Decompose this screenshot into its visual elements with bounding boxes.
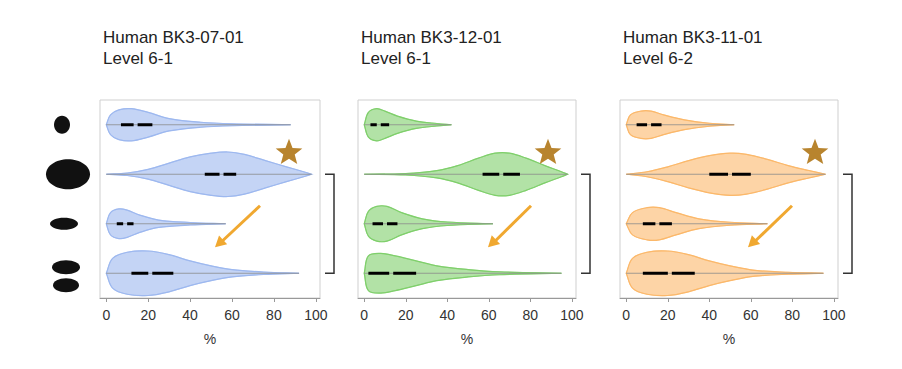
svg-text:Human BK3-07-01: Human BK3-07-01 [103,28,244,47]
svg-text:%: % [204,331,216,347]
svg-text:Human BK3-11-01: Human BK3-11-01 [623,28,763,47]
svg-text:100: 100 [560,307,584,323]
svg-text:100: 100 [304,307,328,323]
svg-text:80: 80 [266,307,282,323]
svg-text:60: 60 [743,307,759,323]
svg-text:80: 80 [785,307,801,323]
svg-text:40: 40 [701,307,717,323]
svg-text:Level 6-2: Level 6-2 [623,49,693,68]
svg-text:20: 20 [660,307,676,323]
svg-text:80: 80 [523,307,539,323]
svg-text:20: 20 [140,307,156,323]
svg-text:%: % [723,331,735,347]
svg-text:%: % [461,331,473,347]
svg-text:100: 100 [822,307,846,323]
svg-text:Level 6-1: Level 6-1 [361,49,431,68]
svg-text:40: 40 [182,307,198,323]
svg-text:0: 0 [360,307,368,323]
svg-text:60: 60 [224,307,240,323]
svg-text:Human BK3-12-01: Human BK3-12-01 [361,28,502,47]
svg-text:20: 20 [398,307,414,323]
svg-text:0: 0 [622,307,630,323]
svg-text:Level 6-1: Level 6-1 [103,49,173,68]
svg-text:40: 40 [439,307,455,323]
svg-text:0: 0 [102,307,110,323]
svg-text:60: 60 [481,307,497,323]
